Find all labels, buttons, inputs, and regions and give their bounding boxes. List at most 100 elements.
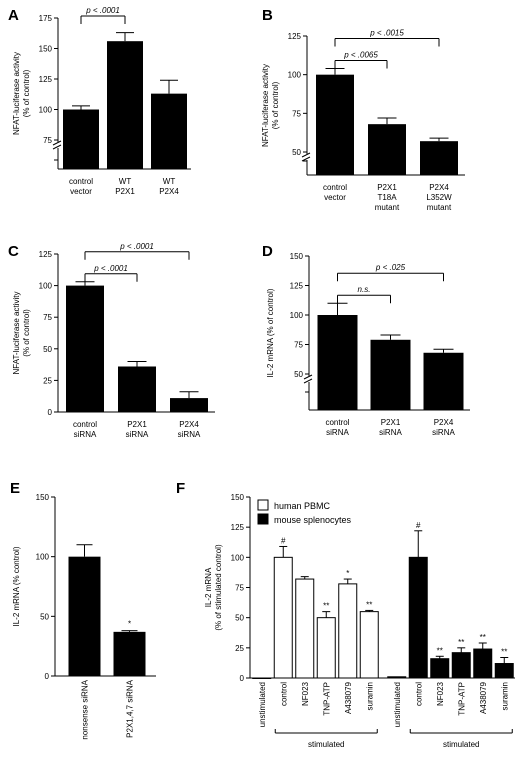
category-label: P2X1 <box>127 420 147 429</box>
bar <box>430 658 450 679</box>
bar <box>316 617 336 679</box>
significance-label: p < .0001 <box>119 242 154 251</box>
category-label: siRNA <box>379 428 402 437</box>
bar <box>107 41 143 169</box>
panel-letter: B <box>262 7 273 24</box>
category-label: control <box>69 177 93 186</box>
significance-label: p < .0015 <box>369 28 404 37</box>
panel-letter: D <box>262 243 273 260</box>
significance-mark: ** <box>366 600 372 609</box>
category-label: A438079 <box>479 681 488 714</box>
bar <box>118 366 156 412</box>
significance-mark: # <box>416 521 421 530</box>
y-axis-label: NFAT-luciferase activity <box>12 292 21 375</box>
y-tick-label: 50 <box>43 345 52 354</box>
category-label: control <box>414 682 423 706</box>
category-label: siRNA <box>326 428 349 437</box>
category-label: WT <box>163 177 176 186</box>
category-label: control <box>325 418 349 427</box>
significance-mark: ** <box>480 633 486 642</box>
y-tick-label: 150 <box>231 493 245 502</box>
bar <box>68 556 101 676</box>
panel-letter: E <box>10 480 20 497</box>
y-tick-label: 125 <box>288 32 302 41</box>
bar <box>317 315 358 410</box>
y-tick-label: 0 <box>45 672 50 681</box>
y-tick-label: 25 <box>235 644 244 653</box>
panel-b: B 50 75 100 125 NFAT-luciferase activity (% of… <box>261 7 465 212</box>
significance-mark: ** <box>323 602 329 611</box>
bar <box>420 141 458 175</box>
y-axis-label: (% of control) <box>271 81 280 129</box>
y-tick-label: 150 <box>39 45 53 54</box>
category-label: mutant <box>427 203 452 212</box>
panel-d: D 50 75 100 125 150 IL-2 mRNA (% of control) co… <box>262 243 470 437</box>
significance-mark: ** <box>501 647 507 656</box>
y-tick-label: 75 <box>235 584 244 593</box>
legend-swatch <box>257 513 269 525</box>
y-tick-label: 100 <box>290 311 304 320</box>
y-tick-label: 175 <box>39 14 53 23</box>
category-label: control <box>323 183 347 192</box>
category-label: TNP-ATP <box>457 682 466 716</box>
y-tick-label: 50 <box>292 148 301 157</box>
y-tick-label: 150 <box>290 252 304 261</box>
y-axis-label: IL-2 mRNA <box>204 567 213 607</box>
y-tick-label: 0 <box>48 408 53 417</box>
category-label: vector <box>70 187 92 196</box>
category-label: siRNA <box>432 428 455 437</box>
category-label: WT <box>119 177 132 186</box>
y-tick-label: 25 <box>43 376 52 385</box>
legend-swatch <box>257 499 269 511</box>
bar <box>170 398 208 412</box>
axis-break-mark <box>303 374 313 380</box>
category-label: vector <box>324 193 346 202</box>
y-tick-label: 75 <box>294 341 303 350</box>
y-tick-label: 100 <box>39 106 53 115</box>
bar <box>151 93 187 169</box>
y-tick-label: 125 <box>39 250 53 259</box>
bar <box>273 556 293 679</box>
bar <box>408 556 428 679</box>
panel-letter: A <box>8 7 19 24</box>
category-label: mutant <box>375 203 400 212</box>
bar <box>295 578 315 679</box>
category-label: control <box>73 420 97 429</box>
legend: human PBMC mouse splenocytes <box>257 499 352 525</box>
category-label: L352W <box>426 193 452 202</box>
significance-label: p < .025 <box>375 263 406 272</box>
category-label: P2X4 <box>179 420 199 429</box>
category-label: unstimulated <box>393 682 402 727</box>
bar <box>63 109 99 169</box>
bar <box>368 124 406 175</box>
category-label: A438079 <box>344 681 353 714</box>
category-label: NF023 <box>301 681 310 706</box>
axis-break-mark <box>303 378 313 384</box>
category-label: nonsense siRNA <box>81 679 90 739</box>
y-axis-label: (% of stimulated control) <box>214 544 223 631</box>
category-label: TNP-ATP <box>322 682 331 716</box>
panel-letter: F <box>176 480 185 497</box>
category-label: T18A <box>377 193 397 202</box>
legend-label: mouse splenocytes <box>274 515 352 525</box>
significance-mark: ** <box>458 638 464 647</box>
panel-c: C 0 25 50 75 100 125 NFAT-luciferase activity (%… <box>8 242 215 439</box>
y-tick-label: 75 <box>43 136 52 145</box>
y-tick-label: 50 <box>294 370 303 379</box>
significance-mark: * <box>346 569 349 578</box>
y-tick-label: 50 <box>235 614 244 623</box>
category-label: P2X4 <box>434 418 454 427</box>
y-tick-label: 150 <box>36 493 50 502</box>
significance-mark: # <box>281 536 286 545</box>
category-label: control <box>279 682 288 706</box>
y-tick-label: 75 <box>43 313 52 322</box>
y-tick-label: 125 <box>290 282 304 291</box>
bar <box>423 352 464 410</box>
axis-break-mark <box>52 144 62 150</box>
category-label: suramin <box>365 682 374 710</box>
y-tick-label: 125 <box>39 75 53 84</box>
panel-f: F 0 25 50 75 100 125 150 IL-2 mRNA (% of stimulat… <box>176 480 515 749</box>
y-axis-label: (% of control) <box>22 309 31 357</box>
y-tick-label: 100 <box>288 71 302 80</box>
y-axis-label: NFAT-luciferase activity <box>12 52 21 135</box>
